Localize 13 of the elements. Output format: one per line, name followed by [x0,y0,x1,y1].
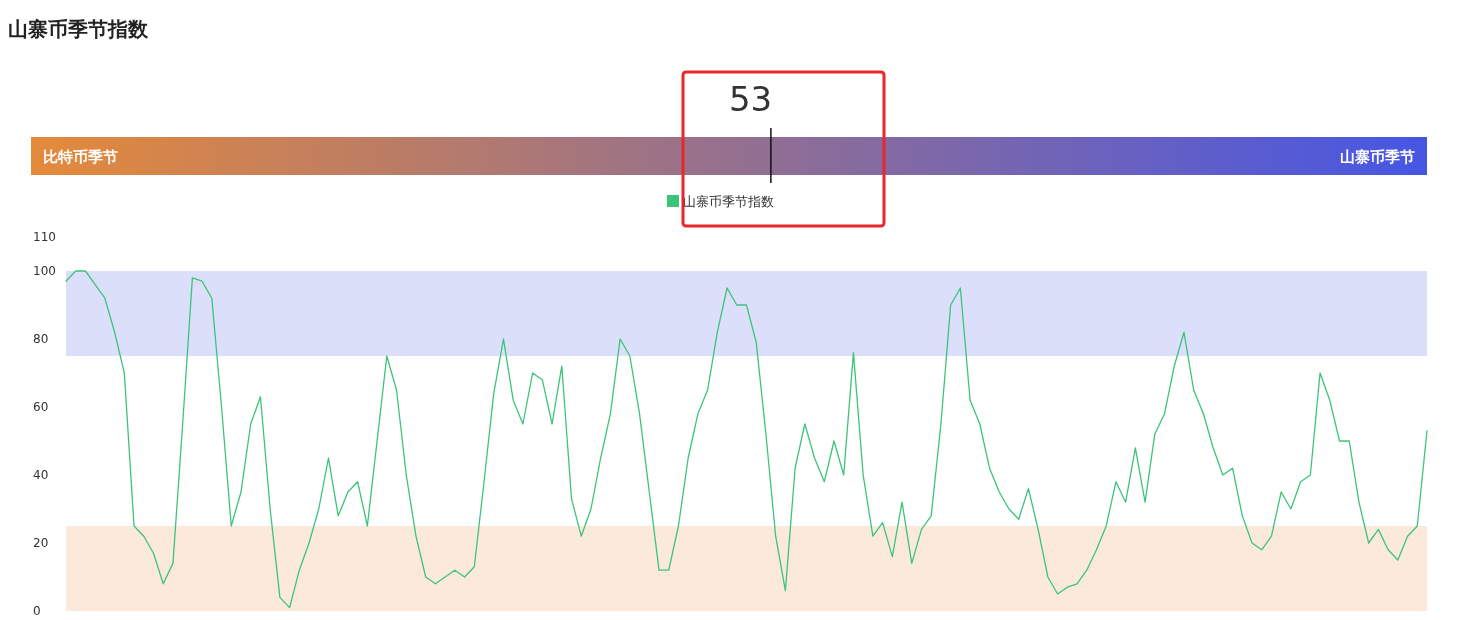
text: 山寨币季节 [1340,148,1415,166]
legend-label: 山寨币季节指数 [683,194,774,209]
y-tick-label: 80 [33,332,49,346]
y-tick-label: 110 [33,230,56,244]
y-tick-label: 0 [33,604,41,618]
text: 山寨币季节指数 [8,17,149,41]
y-tick-label: 40 [33,468,49,482]
line-series [65,270,1428,609]
y-tick-label: 60 [33,400,49,414]
y-tick-label: 20 [33,536,49,550]
text: 比特币季节 [43,148,118,166]
y-tick-label: 100 [33,264,56,278]
data-label: 53 [728,79,773,119]
